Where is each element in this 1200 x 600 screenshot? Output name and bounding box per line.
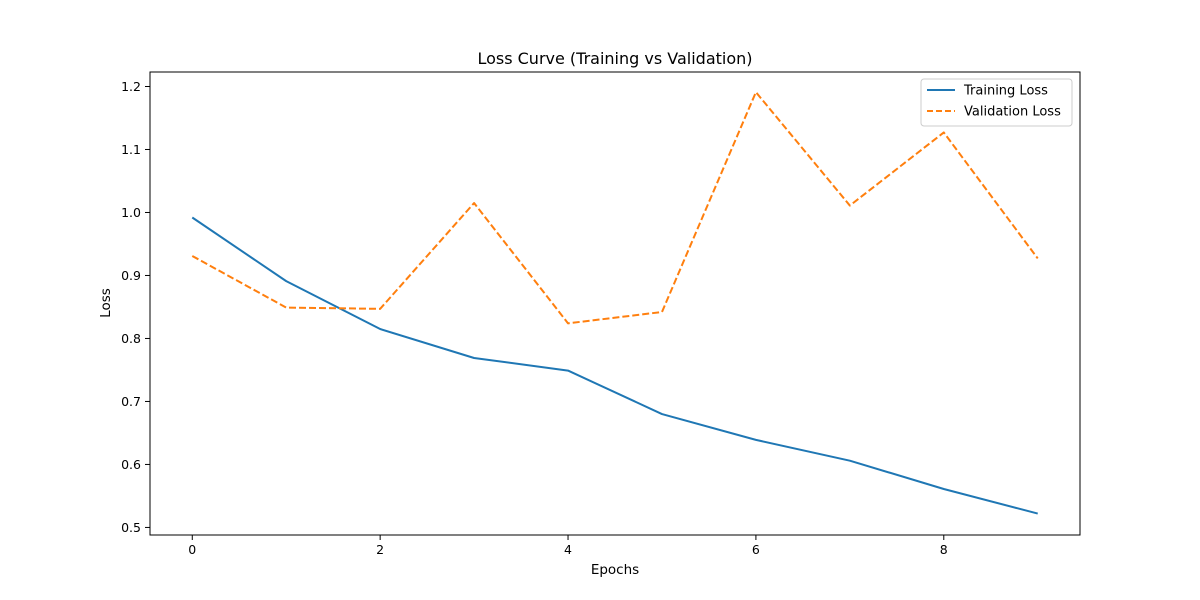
plot-frame (149, 71, 1081, 536)
y-tick-label: 0.6 (121, 457, 141, 472)
y-tick-label: 0.7 (121, 394, 141, 409)
x-axis-label: Epochs (591, 562, 639, 578)
x-tick-label: 2 (376, 542, 384, 557)
y-axis-label: Loss (98, 288, 114, 318)
series-line-training-loss (191, 216, 1038, 515)
axes-layer: 0 2 4 6 8 0.5 0.6 0.7 0.8 0.9 1.0 1.1 1.2 (121, 71, 1081, 557)
series-line-validation-loss (191, 91, 1039, 325)
chart-title: Loss Curve (Training vs Validation) (477, 49, 752, 68)
y-tick-label: 0.5 (121, 520, 141, 535)
legend: Training Loss Validation Loss (920, 78, 1073, 127)
legend-box (920, 78, 1073, 127)
x-tick-label: 8 (940, 542, 948, 557)
legend-label-training-loss: Training Loss (963, 84, 1048, 99)
x-tick-label: 4 (564, 542, 572, 557)
legend-label-validation-loss: Validation Loss (964, 105, 1061, 120)
y-tick-label: 0.8 (121, 331, 141, 346)
y-tick-label: 1.0 (121, 205, 141, 220)
y-tick-label: 1.1 (121, 142, 141, 157)
x-tick-label: 6 (752, 542, 760, 557)
x-tick-label: 0 (188, 542, 196, 557)
series-layer (191, 91, 1039, 515)
y-tick-label: 1.2 (121, 79, 141, 94)
y-tick-label: 0.9 (121, 268, 141, 283)
